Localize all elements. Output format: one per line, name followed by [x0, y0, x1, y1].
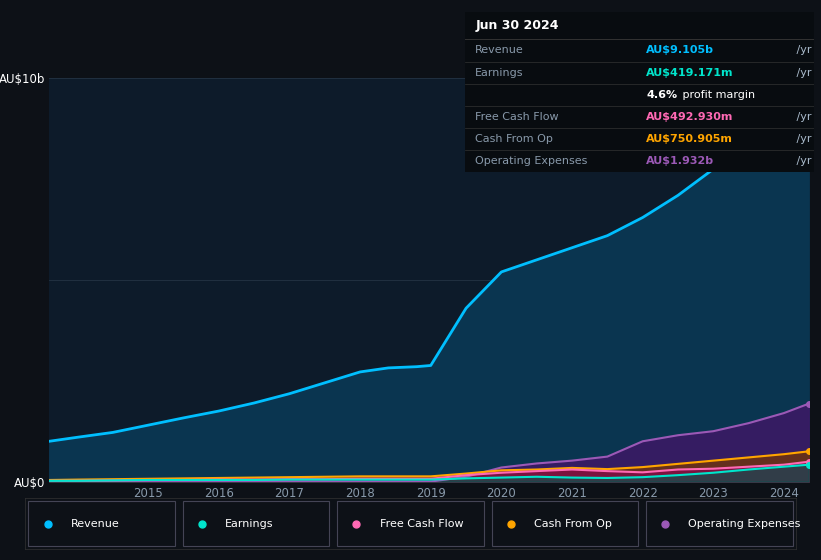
Text: Operating Expenses: Operating Expenses — [688, 519, 800, 529]
Text: /yr: /yr — [793, 68, 811, 78]
Text: Revenue: Revenue — [71, 519, 120, 529]
Text: AU$750.905m: AU$750.905m — [646, 134, 733, 144]
Text: /yr: /yr — [793, 45, 811, 55]
Text: /yr: /yr — [793, 134, 811, 144]
Text: Cash From Op: Cash From Op — [475, 134, 553, 144]
Text: Free Cash Flow: Free Cash Flow — [475, 112, 559, 122]
Text: /yr: /yr — [793, 112, 811, 122]
Text: /yr: /yr — [793, 156, 811, 166]
Text: Earnings: Earnings — [225, 519, 273, 529]
Text: 4.6%: 4.6% — [646, 90, 677, 100]
Text: AU$419.171m: AU$419.171m — [646, 68, 734, 78]
Text: Jun 30 2024: Jun 30 2024 — [475, 18, 558, 32]
Text: Operating Expenses: Operating Expenses — [475, 156, 588, 166]
Bar — [784, 78, 809, 482]
Text: Revenue: Revenue — [475, 45, 524, 55]
Text: Cash From Op: Cash From Op — [534, 519, 612, 529]
Text: AU$9.105b: AU$9.105b — [646, 45, 714, 55]
Text: Free Cash Flow: Free Cash Flow — [379, 519, 463, 529]
Text: AU$492.930m: AU$492.930m — [646, 112, 733, 122]
Text: profit margin: profit margin — [679, 90, 755, 100]
Text: Earnings: Earnings — [475, 68, 524, 78]
Text: AU$1.932b: AU$1.932b — [646, 156, 714, 166]
